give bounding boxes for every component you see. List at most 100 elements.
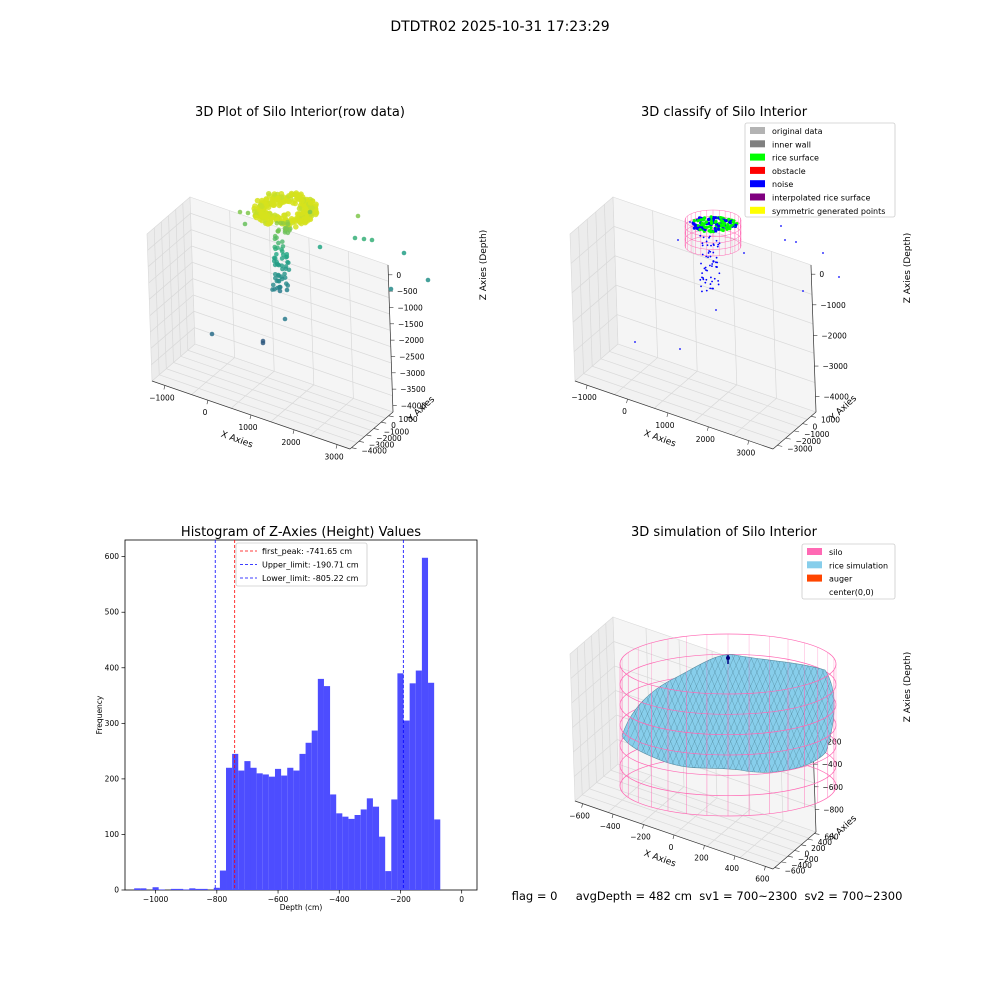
- noise-point: [709, 283, 712, 285]
- data-point: [274, 251, 279, 257]
- classified-point: [699, 218, 703, 222]
- mesh-line: [749, 654, 811, 773]
- noise-point: [716, 245, 719, 248]
- z-tick-label: −200: [821, 738, 842, 747]
- data-point: [275, 195, 281, 201]
- noise-point: [705, 278, 708, 281]
- x-tick-label: 600: [755, 874, 770, 883]
- data-point: [271, 282, 276, 288]
- z-tick-label: 0: [396, 271, 401, 280]
- classified-point: [693, 223, 698, 228]
- y-axis-line: [772, 411, 817, 450]
- mesh-line: [743, 654, 815, 773]
- classified-point: [692, 218, 696, 223]
- noise-point: [705, 289, 708, 292]
- y-tick: [807, 838, 813, 841]
- histogram-bar: [360, 809, 367, 890]
- noise-point: [699, 278, 702, 281]
- simulation-y-axis-label: Y Axies: [828, 814, 860, 844]
- y-tick-label: −3000: [369, 440, 395, 449]
- z-tick-label: −800: [823, 805, 844, 814]
- gridline-z: [150, 310, 393, 380]
- legend-swatch: [750, 153, 765, 161]
- data-point: [369, 237, 375, 243]
- z-tick-label: 0: [819, 270, 824, 279]
- x-tick: [335, 444, 338, 449]
- data-point: [252, 203, 258, 209]
- data-point: [303, 215, 310, 222]
- classify-x-axis-label: X Axies: [642, 429, 677, 450]
- noise-point: [705, 240, 708, 243]
- x-tick: [206, 400, 209, 405]
- data-point: [268, 200, 275, 206]
- x-tick-label: −600: [569, 812, 590, 821]
- classified-point: [692, 226, 696, 230]
- histogram-bar: [287, 767, 294, 890]
- classified-point: [724, 219, 728, 223]
- y-tick-label: 0: [813, 423, 818, 432]
- mesh-line: [683, 654, 755, 773]
- z-tick-label: −400: [822, 760, 843, 769]
- classified-point: [709, 220, 714, 224]
- panel-simulation-3d: 3D simulation of Silo Interior −600−400−…: [569, 525, 913, 883]
- data-point: [272, 271, 278, 277]
- x-tick-label: −200: [390, 895, 411, 904]
- data-point: [284, 198, 291, 205]
- noise-point: [712, 287, 714, 290]
- legend-swatch: [807, 561, 822, 569]
- histogram-bar: [317, 678, 324, 890]
- classified-point: [727, 225, 731, 229]
- classify-z-axis-label: Z Axies (Depth): [903, 233, 913, 304]
- histogram-bar: [134, 888, 141, 890]
- mesh-line: [701, 654, 773, 773]
- data-point: [274, 216, 280, 223]
- data-point: [425, 277, 431, 283]
- histogram-x-axis-label: Depth (cm): [280, 903, 323, 912]
- gridline-y: [604, 204, 808, 420]
- histogram-bar: [428, 682, 435, 890]
- mesh-line: [719, 654, 781, 773]
- histogram-bar: [250, 767, 257, 890]
- histogram-bar: [158, 889, 165, 890]
- raw-plot-box: [146, 196, 394, 450]
- mesh-line: [725, 654, 797, 773]
- legend-label: original data: [772, 127, 823, 136]
- legend-swatch: [807, 574, 822, 582]
- histogram-bar: [299, 753, 306, 890]
- data-point: [280, 239, 285, 244]
- chart-title-classify: 3D classify of Silo Interior: [641, 105, 808, 120]
- mesh-line: [725, 654, 787, 773]
- x-tick: [747, 440, 750, 445]
- mesh-line: [689, 654, 761, 773]
- legend-label: center(0,0): [829, 588, 874, 597]
- y-tick: [381, 421, 387, 424]
- y-tick-label: −1000: [804, 430, 830, 439]
- histogram-bar: [177, 888, 184, 890]
- noise-point: [700, 262, 702, 265]
- histogram-bar: [409, 683, 416, 890]
- mesh-line: [665, 654, 737, 773]
- gridline-z: [148, 261, 391, 331]
- classified-point: [732, 219, 736, 223]
- data-point: [237, 209, 243, 215]
- histogram-bar: [268, 776, 275, 890]
- y-tick-label: −4000: [361, 447, 387, 456]
- noise-point: [704, 269, 707, 271]
- mesh-line: [785, 654, 835, 773]
- z-tick-label: −3000: [822, 362, 848, 371]
- legend-frame: [801, 543, 896, 600]
- data-point: [273, 275, 278, 281]
- legend-swatch: [750, 166, 765, 174]
- x-tick: [703, 845, 705, 850]
- panel-classify-3d: 3D classify of Silo Interior −1000010002…: [569, 105, 913, 458]
- legend-label: silo: [829, 548, 843, 557]
- noise-point: [712, 243, 715, 246]
- y-tick-label: 300: [105, 719, 120, 728]
- data-point: [307, 209, 313, 215]
- y-tick: [785, 437, 791, 440]
- data-point: [313, 201, 319, 208]
- classify-point-cloud: [634, 209, 840, 350]
- y-tick: [801, 844, 807, 847]
- data-point: [254, 197, 261, 204]
- histogram-bar: [195, 888, 202, 890]
